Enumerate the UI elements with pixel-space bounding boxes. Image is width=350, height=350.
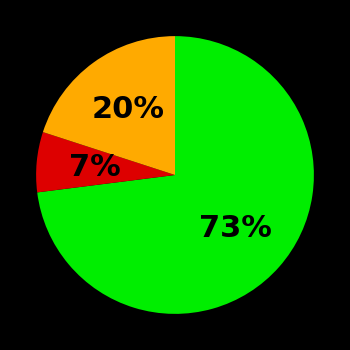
Wedge shape [37,36,314,314]
Wedge shape [36,132,175,192]
Text: 73%: 73% [199,214,272,243]
Wedge shape [43,36,175,175]
Text: 7%: 7% [69,153,121,182]
Text: 20%: 20% [91,95,164,124]
